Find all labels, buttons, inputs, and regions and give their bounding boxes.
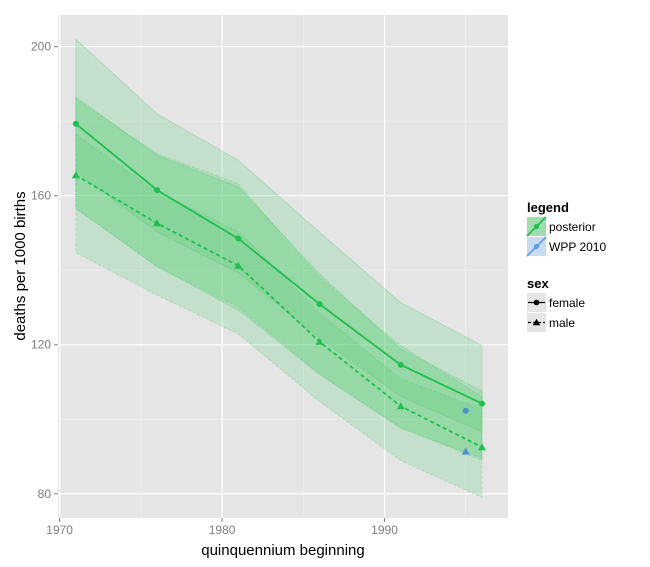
x-tick-label-0: 1970 bbox=[46, 523, 73, 537]
band-inner-male bbox=[75, 133, 483, 462]
x-tick-label-2: 1990 bbox=[371, 523, 398, 537]
axis-ticks: 1970 1980 1990 80 120 160 200 bbox=[31, 40, 398, 537]
y-axis-title: deaths per 1000 births bbox=[12, 191, 29, 340]
point-wpp-male bbox=[461, 447, 470, 455]
point-posterior-male-1 bbox=[153, 219, 162, 227]
legend-key-female-point bbox=[533, 299, 540, 306]
legend-title: legend bbox=[527, 200, 569, 215]
legend-label-female: female bbox=[549, 296, 585, 310]
y-tick-label-0: 80 bbox=[38, 487, 52, 501]
series-lines bbox=[75, 123, 483, 449]
y-tick-label-3: 200 bbox=[31, 40, 51, 54]
y-tick-label-1: 120 bbox=[31, 338, 51, 352]
x-tick-label-1: 1980 bbox=[209, 523, 236, 537]
line-posterior-male bbox=[75, 174, 483, 449]
plot-panel bbox=[58, 15, 508, 518]
band-outer-female bbox=[75, 38, 483, 459]
legend-key-female bbox=[527, 293, 546, 312]
legend-key-wpp-point bbox=[533, 243, 540, 250]
series-points bbox=[71, 120, 487, 455]
band-outer-male bbox=[75, 98, 483, 499]
point-wpp-female bbox=[462, 407, 469, 414]
legend-key-posterior bbox=[526, 216, 547, 237]
legend-label-male: male bbox=[549, 316, 575, 330]
legend-label-posterior: posterior bbox=[549, 220, 596, 234]
point-posterior-male-3 bbox=[315, 337, 324, 345]
legend-key-male-point bbox=[532, 318, 541, 326]
point-posterior-female-1 bbox=[154, 187, 161, 194]
point-posterior-female-4 bbox=[397, 361, 404, 368]
grid-lines bbox=[58, 15, 508, 518]
legend-box: legend posterior WPP 2010 sex female mal… bbox=[526, 200, 606, 332]
sex-legend-title: sex bbox=[527, 276, 549, 291]
legend-key-posterior-point bbox=[533, 223, 540, 230]
legend-label-wpp: WPP 2010 bbox=[549, 240, 606, 254]
legend-key-male bbox=[527, 313, 546, 332]
point-posterior-female-2 bbox=[235, 235, 242, 242]
point-posterior-male-2 bbox=[234, 261, 243, 269]
band-inner-female bbox=[75, 96, 483, 433]
legend-key-wpp bbox=[526, 236, 547, 257]
point-posterior-female-0 bbox=[72, 120, 79, 127]
point-posterior-male-5 bbox=[478, 443, 487, 451]
x-axis-title: quinquennium beginning bbox=[201, 542, 364, 559]
point-posterior-female-5 bbox=[479, 400, 486, 407]
y-tick-label-2: 160 bbox=[31, 189, 51, 203]
line-posterior-female bbox=[75, 123, 483, 405]
uncertainty-bands bbox=[75, 38, 483, 499]
point-posterior-male-4 bbox=[396, 402, 405, 410]
point-posterior-female-3 bbox=[316, 301, 323, 308]
point-posterior-male-0 bbox=[71, 171, 80, 179]
